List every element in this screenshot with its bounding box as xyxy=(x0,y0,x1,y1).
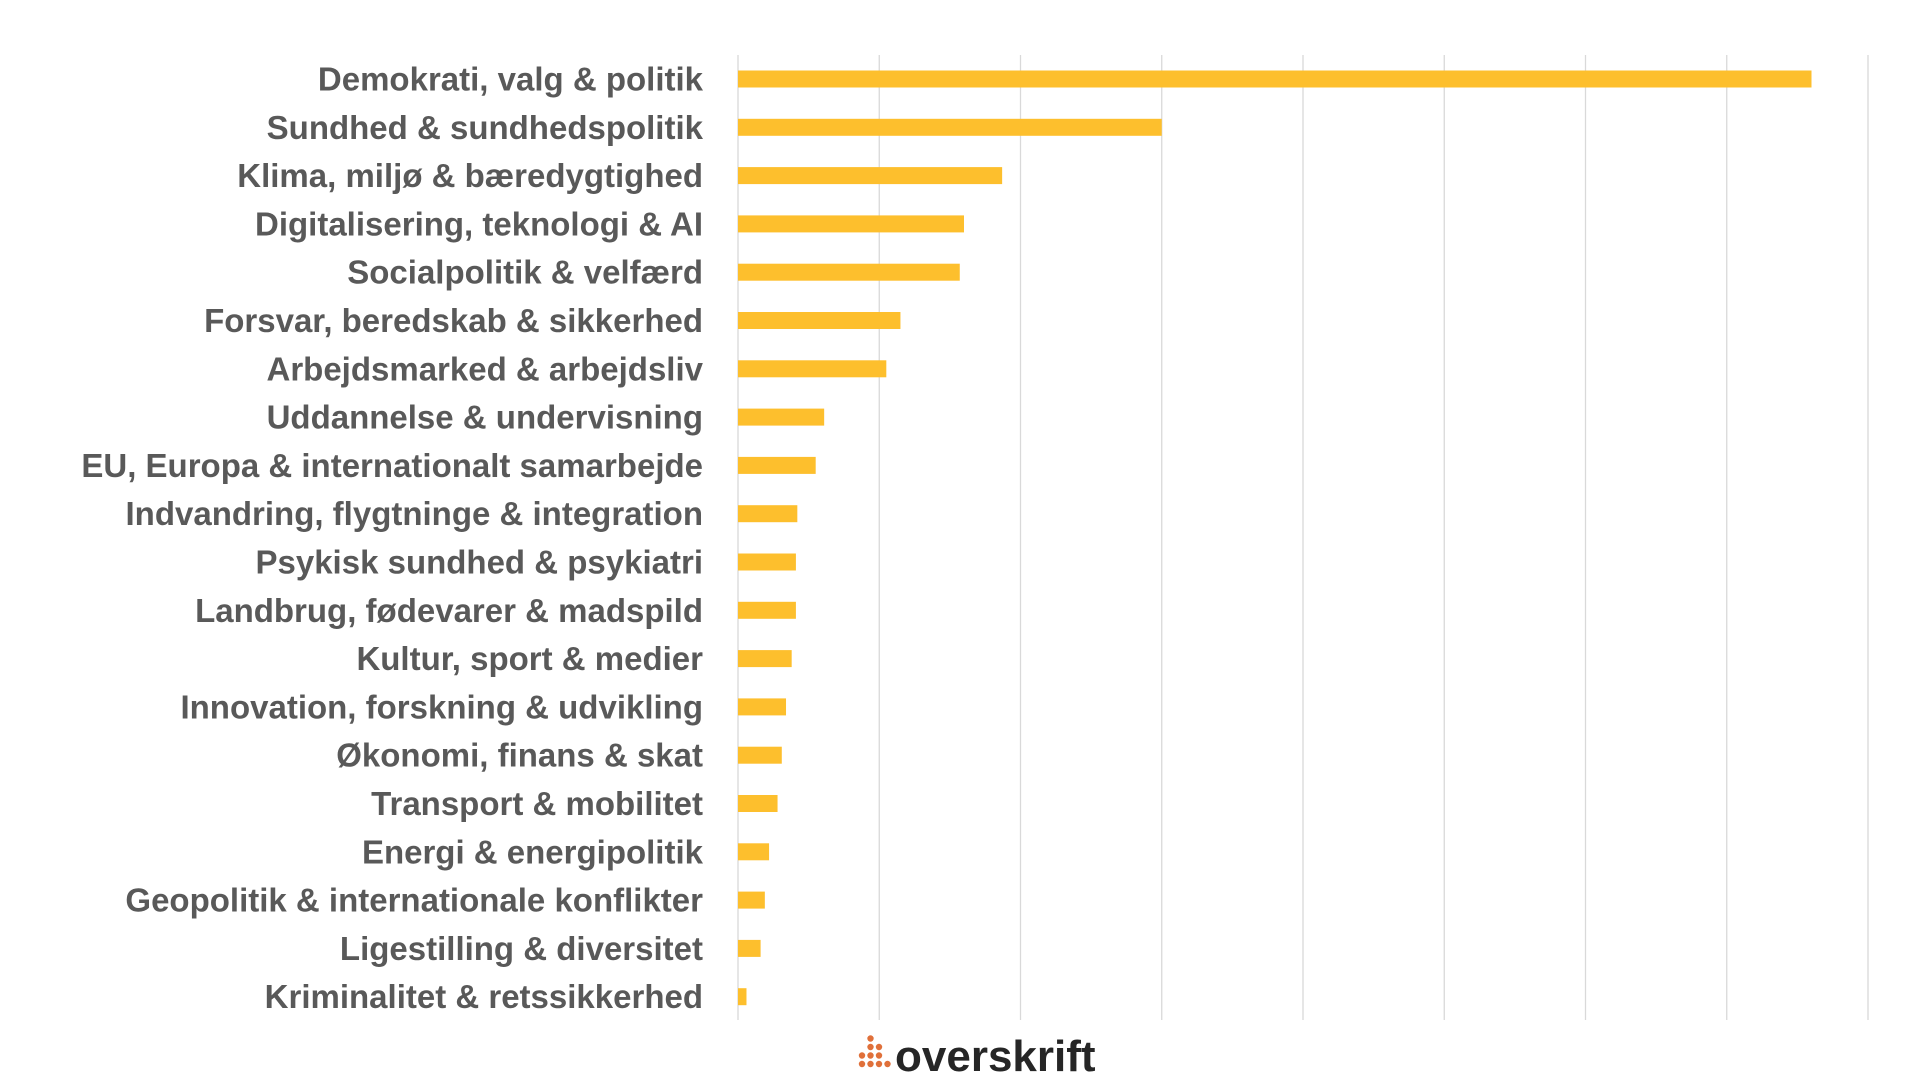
bar xyxy=(738,891,765,909)
gridlines xyxy=(737,55,1869,1020)
category-label: Energi & energipolitik xyxy=(362,833,704,870)
logo-dot xyxy=(867,1060,874,1068)
bar xyxy=(738,263,960,281)
category-label: Digitalisering, teknologi & AI xyxy=(255,205,703,242)
category-label: Socialpolitik & velfærd xyxy=(347,254,703,291)
bar xyxy=(738,601,796,619)
bar xyxy=(738,167,1003,185)
category-label: EU, Europa & internationalt samarbejde xyxy=(81,447,703,484)
category-label: Sundhed & sundhedspolitik xyxy=(267,109,704,146)
bar xyxy=(738,988,747,1006)
category-label: Psykisk sundhed & psykiatri xyxy=(255,544,703,581)
bar xyxy=(738,215,964,233)
category-label: Landbrug, fødevarer & madspild xyxy=(195,592,703,629)
bar xyxy=(738,312,901,329)
category-labels: Demokrati, valg & politik Sundhed & sundh… xyxy=(81,61,703,1016)
category-label: Kultur, sport & medier xyxy=(356,640,703,677)
bars xyxy=(738,70,1812,1006)
logo-dot xyxy=(884,1060,891,1068)
logo-dot xyxy=(875,1052,883,1059)
bar xyxy=(738,746,782,764)
logo-dots-icon xyxy=(858,1035,891,1068)
logo-dot xyxy=(858,1060,866,1068)
bar xyxy=(738,456,816,474)
logo-text: overskrift xyxy=(895,1032,1096,1080)
bar xyxy=(738,843,770,861)
category-label: Geopolitik & internationale konflikter xyxy=(125,882,703,919)
category-label: Ligestilling & diversitet xyxy=(340,930,703,967)
logo-dot xyxy=(867,1052,874,1059)
bar xyxy=(738,118,1162,136)
category-label: Uddannelse & undervisning xyxy=(267,399,703,436)
logo-dot xyxy=(875,1060,883,1068)
bar xyxy=(738,70,1812,88)
bar xyxy=(738,505,798,523)
overskrift-logo: overskrift xyxy=(858,1032,1096,1081)
bar xyxy=(738,795,778,812)
bar xyxy=(738,698,787,716)
bar xyxy=(738,360,887,378)
bar xyxy=(738,408,825,426)
category-label: Arbejdsmarked & arbejdsliv xyxy=(266,350,703,387)
logo-dot xyxy=(858,1052,866,1059)
bar xyxy=(738,553,796,571)
category-label: Klima, miljø & bæredygtighed xyxy=(237,157,703,194)
category-label: Innovation, forskning & udvikling xyxy=(180,688,703,725)
logo-dot xyxy=(867,1035,874,1042)
logo-dot xyxy=(875,1043,883,1051)
logo-dot xyxy=(867,1043,874,1051)
category-label: Indvandring, flygtninge & integration xyxy=(126,495,703,532)
category-label: Forsvar, beredskab & sikkerhed xyxy=(204,302,703,339)
category-label: Kriminalitet & retssikkerhed xyxy=(265,978,703,1015)
bar xyxy=(738,939,761,957)
bar xyxy=(738,650,792,668)
category-label: Økonomi, finans & skat xyxy=(336,737,703,774)
category-label: Transport & mobilitet xyxy=(371,785,703,822)
category-label: Demokrati, valg & politik xyxy=(318,61,704,98)
